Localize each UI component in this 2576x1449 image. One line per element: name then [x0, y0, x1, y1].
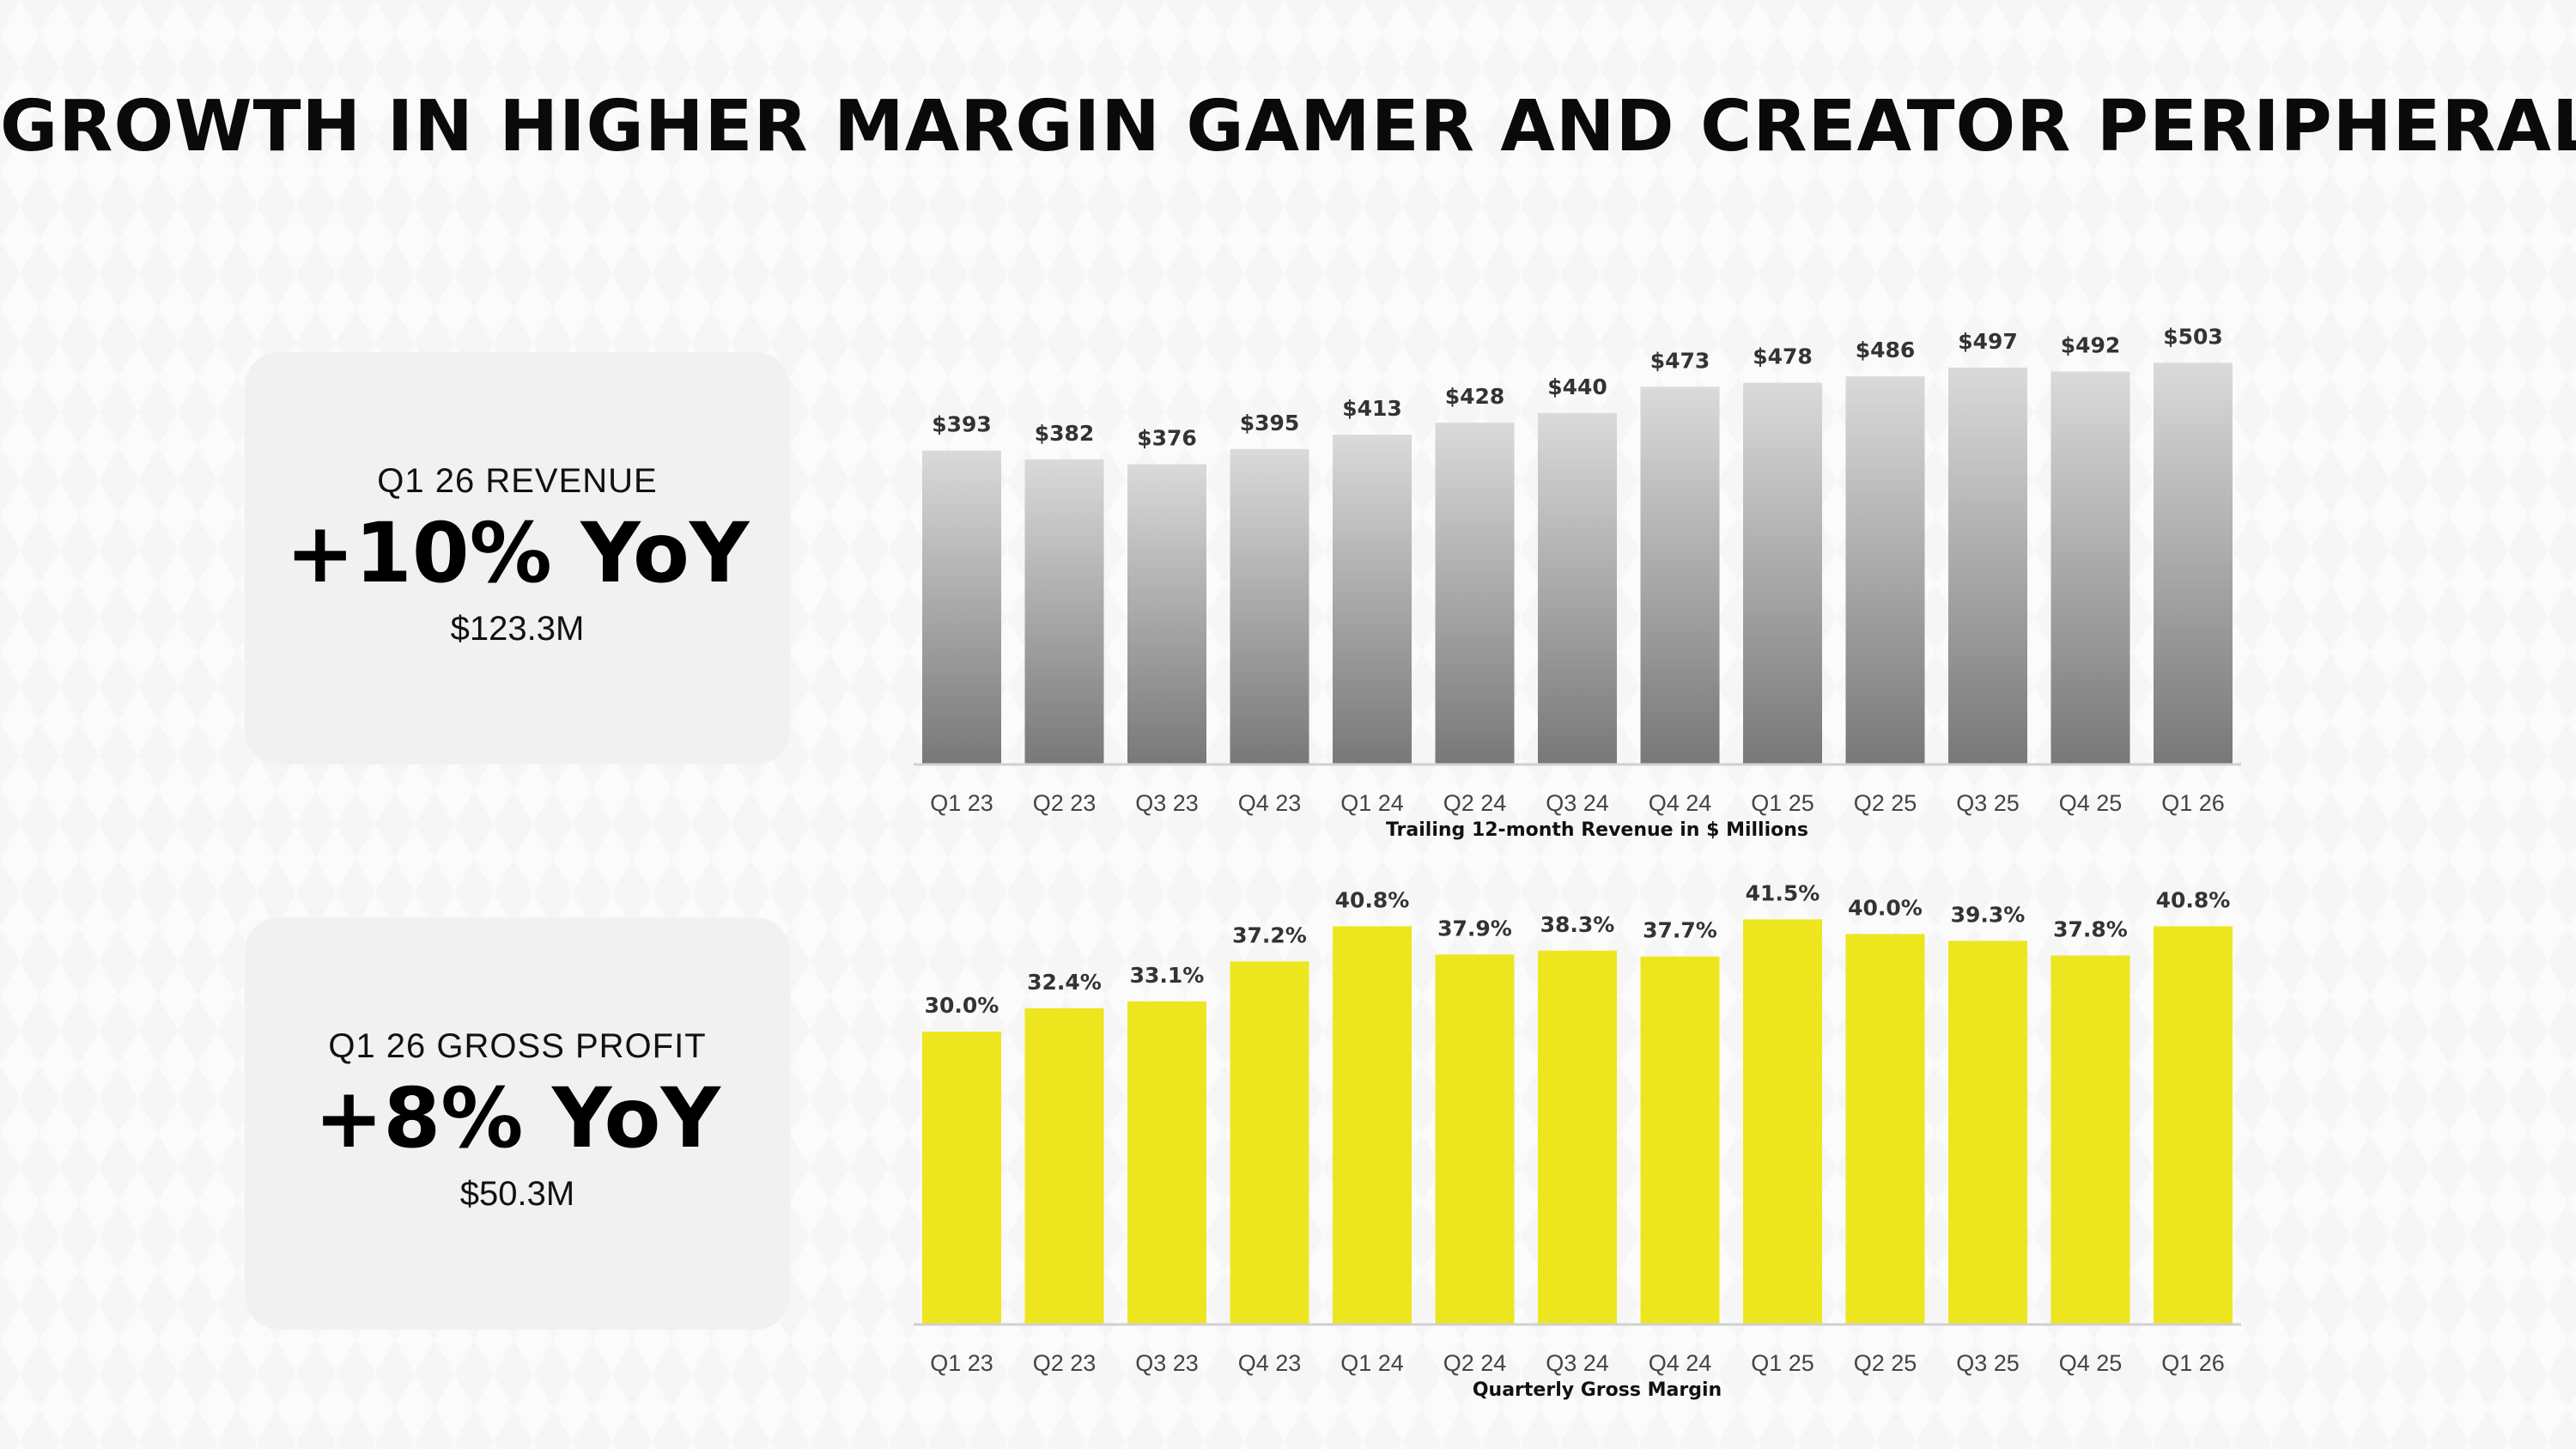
- margin-axis-title: Quarterly Gross Margin: [1473, 1379, 1722, 1401]
- revenue-kpi-card: Q1 26 REVENUE +10% YoY $123.3M: [245, 352, 790, 764]
- margin-data-label: 37.7%: [1643, 918, 1717, 943]
- revenue-bar: [1333, 435, 1412, 764]
- revenue-data-label: $440: [1547, 374, 1607, 399]
- revenue-bar: [1640, 387, 1720, 764]
- revenue-axis-title: Trailing 12-month Revenue in $ Millions: [1386, 819, 1808, 841]
- revenue-bar: [1538, 412, 1617, 764]
- margin-tick-label: Q4 25: [2059, 1350, 2123, 1376]
- revenue-data-label: $393: [932, 412, 992, 437]
- revenue-data-label: $497: [1958, 329, 2018, 354]
- margin-bar: [1538, 950, 1617, 1324]
- margin-data-label: 30.0%: [925, 993, 999, 1018]
- revenue-data-label: $413: [1342, 396, 1402, 421]
- revenue-tick-label: Q1 26: [2161, 790, 2225, 816]
- page-title: GROWTH IN HIGHER MARGIN GAMER AND CREATO…: [0, 86, 2576, 167]
- margin-bar: [2050, 955, 2130, 1324]
- revenue-kpi-amount: $123.3M: [450, 610, 585, 648]
- margin-tick-label: Q1 25: [1751, 1350, 1814, 1376]
- margin-tick-label: Q3 24: [1546, 1350, 1609, 1376]
- revenue-tick-label: Q1 25: [1751, 790, 1814, 816]
- margin-tick-label: Q4 24: [1649, 1350, 1712, 1376]
- gross-profit-kpi-label: Q1 26 GROSS PROFIT: [328, 1027, 707, 1065]
- gross-profit-kpi-card: Q1 26 GROSS PROFIT +8% YoY $50.3M: [245, 917, 790, 1330]
- margin-bar: [922, 1032, 1001, 1324]
- revenue-data-label: $492: [2061, 333, 2121, 358]
- revenue-tick-label: Q4 24: [1649, 790, 1712, 816]
- revenue-tick-label: Q1 23: [930, 790, 993, 816]
- margin-data-label: 33.1%: [1130, 963, 1205, 988]
- revenue-data-label: $486: [1856, 338, 1916, 362]
- margin-bar: [1640, 956, 1720, 1324]
- revenue-data-label: $395: [1240, 411, 1300, 435]
- revenue-bar: [1435, 423, 1515, 764]
- revenue-data-label: $503: [2163, 324, 2223, 349]
- margin-tick-label: Q1 24: [1340, 1350, 1404, 1376]
- margin-bar: [1743, 919, 1822, 1324]
- margin-tick-label: Q3 25: [1956, 1350, 2020, 1376]
- margin-bar: [1948, 941, 2027, 1324]
- revenue-bar: [1845, 376, 1925, 764]
- revenue-data-label: $376: [1137, 425, 1197, 450]
- margin-data-label: 40.8%: [2156, 887, 2231, 912]
- margin-data-label: 39.3%: [1951, 902, 2026, 927]
- gross-profit-kpi-value: +8% YoY: [313, 1070, 720, 1166]
- revenue-bar: [1743, 382, 1822, 764]
- revenue-tick-label: Q3 23: [1135, 790, 1199, 816]
- gross-profit-kpi-amount: $50.3M: [459, 1175, 575, 1213]
- revenue-data-label: $382: [1035, 421, 1095, 446]
- revenue-kpi-value: +10% YoY: [285, 505, 750, 601]
- revenue-bar: [2050, 371, 2130, 764]
- revenue-tick-label: Q2 24: [1443, 790, 1507, 816]
- margin-data-label: 37.9%: [1437, 916, 1512, 941]
- revenue-bar: [2154, 362, 2233, 764]
- margin-tick-label: Q2 25: [1854, 1350, 1917, 1376]
- margin-data-label: 37.2%: [1232, 922, 1307, 947]
- margin-bar: [1127, 1001, 1206, 1324]
- revenue-tick-label: Q4 25: [2059, 790, 2123, 816]
- revenue-data-label: $473: [1650, 348, 1710, 373]
- margin-bar: [2154, 926, 2233, 1324]
- revenue-tick-label: Q3 25: [1956, 790, 2020, 816]
- margin-tick-label: Q1 23: [930, 1350, 993, 1376]
- margin-tick-label: Q1 26: [2161, 1350, 2225, 1376]
- margin-data-label: 37.8%: [2053, 916, 2128, 941]
- margin-bar: [1024, 1008, 1104, 1324]
- revenue-tick-label: Q1 24: [1340, 790, 1404, 816]
- revenue-bar: [922, 450, 1001, 764]
- revenue-tick-label: Q4 23: [1238, 790, 1302, 816]
- margin-data-label: 38.3%: [1540, 912, 1615, 937]
- revenue-data-label: $478: [1753, 344, 1813, 369]
- margin-tick-label: Q4 23: [1238, 1350, 1302, 1376]
- margin-tick-label: Q3 23: [1135, 1350, 1199, 1376]
- margin-data-label: 41.5%: [1746, 880, 1820, 905]
- revenue-bar: [1127, 464, 1206, 764]
- margin-bar: [1230, 961, 1309, 1324]
- revenue-bar: [1230, 448, 1309, 764]
- revenue-kpi-label: Q1 26 REVENUE: [377, 462, 658, 500]
- revenue-tick-label: Q2 23: [1033, 790, 1097, 816]
- margin-data-label: 40.0%: [1848, 895, 1923, 920]
- margin-bar: [1435, 954, 1515, 1324]
- margin-data-label: 32.4%: [1027, 970, 1102, 995]
- revenue-bar: [1948, 367, 2027, 764]
- margin-bar: [1333, 926, 1412, 1324]
- revenue-data-label: $428: [1445, 384, 1505, 409]
- revenue-tick-label: Q3 24: [1546, 790, 1609, 816]
- margin-data-label: 40.8%: [1335, 887, 1410, 912]
- margin-tick-label: Q2 23: [1033, 1350, 1097, 1376]
- revenue-tick-label: Q2 25: [1854, 790, 1917, 816]
- margin-tick-label: Q2 24: [1443, 1350, 1507, 1376]
- revenue-bar: [1024, 459, 1104, 764]
- margin-bar: [1845, 934, 1925, 1324]
